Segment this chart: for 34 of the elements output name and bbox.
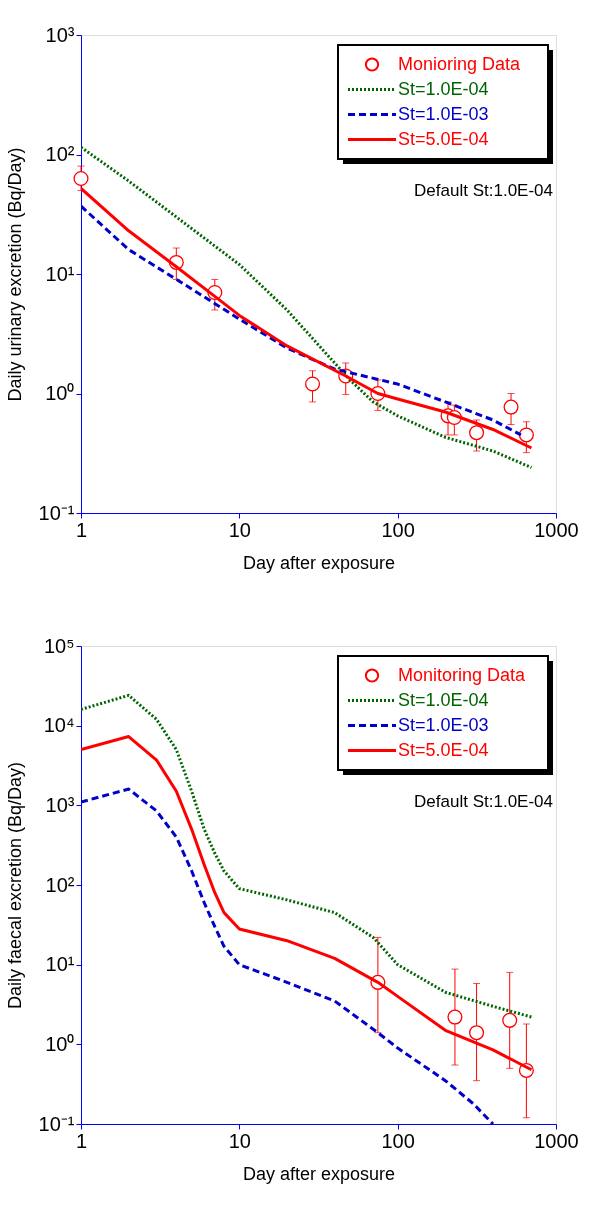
y-axis-title: Daily urinary excretion (Bq/Day) xyxy=(4,147,25,402)
y-tick-label: 10⁻¹ xyxy=(38,501,75,524)
y-tick-label: 10¹ xyxy=(45,262,75,285)
legend-label: St=5.0E-04 xyxy=(398,128,489,149)
x-tick-label: 100 xyxy=(381,518,415,541)
x-axis-title: Day after exposure xyxy=(242,1163,396,1184)
legend-label: St=1.0E-03 xyxy=(398,714,489,735)
legend-label: St=5.0E-04 xyxy=(398,739,489,760)
legend-label: Monitoring Data xyxy=(398,664,527,685)
x-tick-label: 10 xyxy=(228,518,251,541)
x-tick-label: 1000 xyxy=(534,1129,579,1152)
y-tick-label: 10⁻¹ xyxy=(38,1112,75,1135)
x-tick-label: 1 xyxy=(75,1129,88,1152)
y-tick-label: 10² xyxy=(45,873,75,896)
annotation: Default St:1.0E-04 xyxy=(414,181,553,200)
legend-label: St=1.0E-04 xyxy=(398,78,489,99)
annotation: Default St:1.0E-04 xyxy=(414,792,553,811)
x-axis-title: Day after exposure xyxy=(242,552,396,573)
y-tick-label: 10⁵ xyxy=(43,634,75,657)
y-tick-label: 10³ xyxy=(45,23,75,46)
y-axis-title: Daily faecal excretion (Bq/Day) xyxy=(4,761,25,1010)
y-tick-label: 10⁰ xyxy=(45,1032,75,1055)
x-tick-label: 1 xyxy=(75,518,88,541)
legend-label: St=1.0E-03 xyxy=(398,103,489,124)
x-tick-label: 10 xyxy=(228,1129,251,1152)
legend-label: St=1.0E-04 xyxy=(398,689,489,710)
y-tick-label: 10³ xyxy=(45,793,75,816)
x-tick-label: 1000 xyxy=(534,518,579,541)
x-tick-label: 100 xyxy=(381,1129,415,1152)
legend-label: Monioring Data xyxy=(398,53,522,74)
y-tick-label: 10² xyxy=(45,143,75,165)
y-tick-label: 10⁴ xyxy=(43,714,75,737)
y-tick-label: 10⁰ xyxy=(45,382,75,404)
y-tick-label: 10¹ xyxy=(45,953,75,976)
